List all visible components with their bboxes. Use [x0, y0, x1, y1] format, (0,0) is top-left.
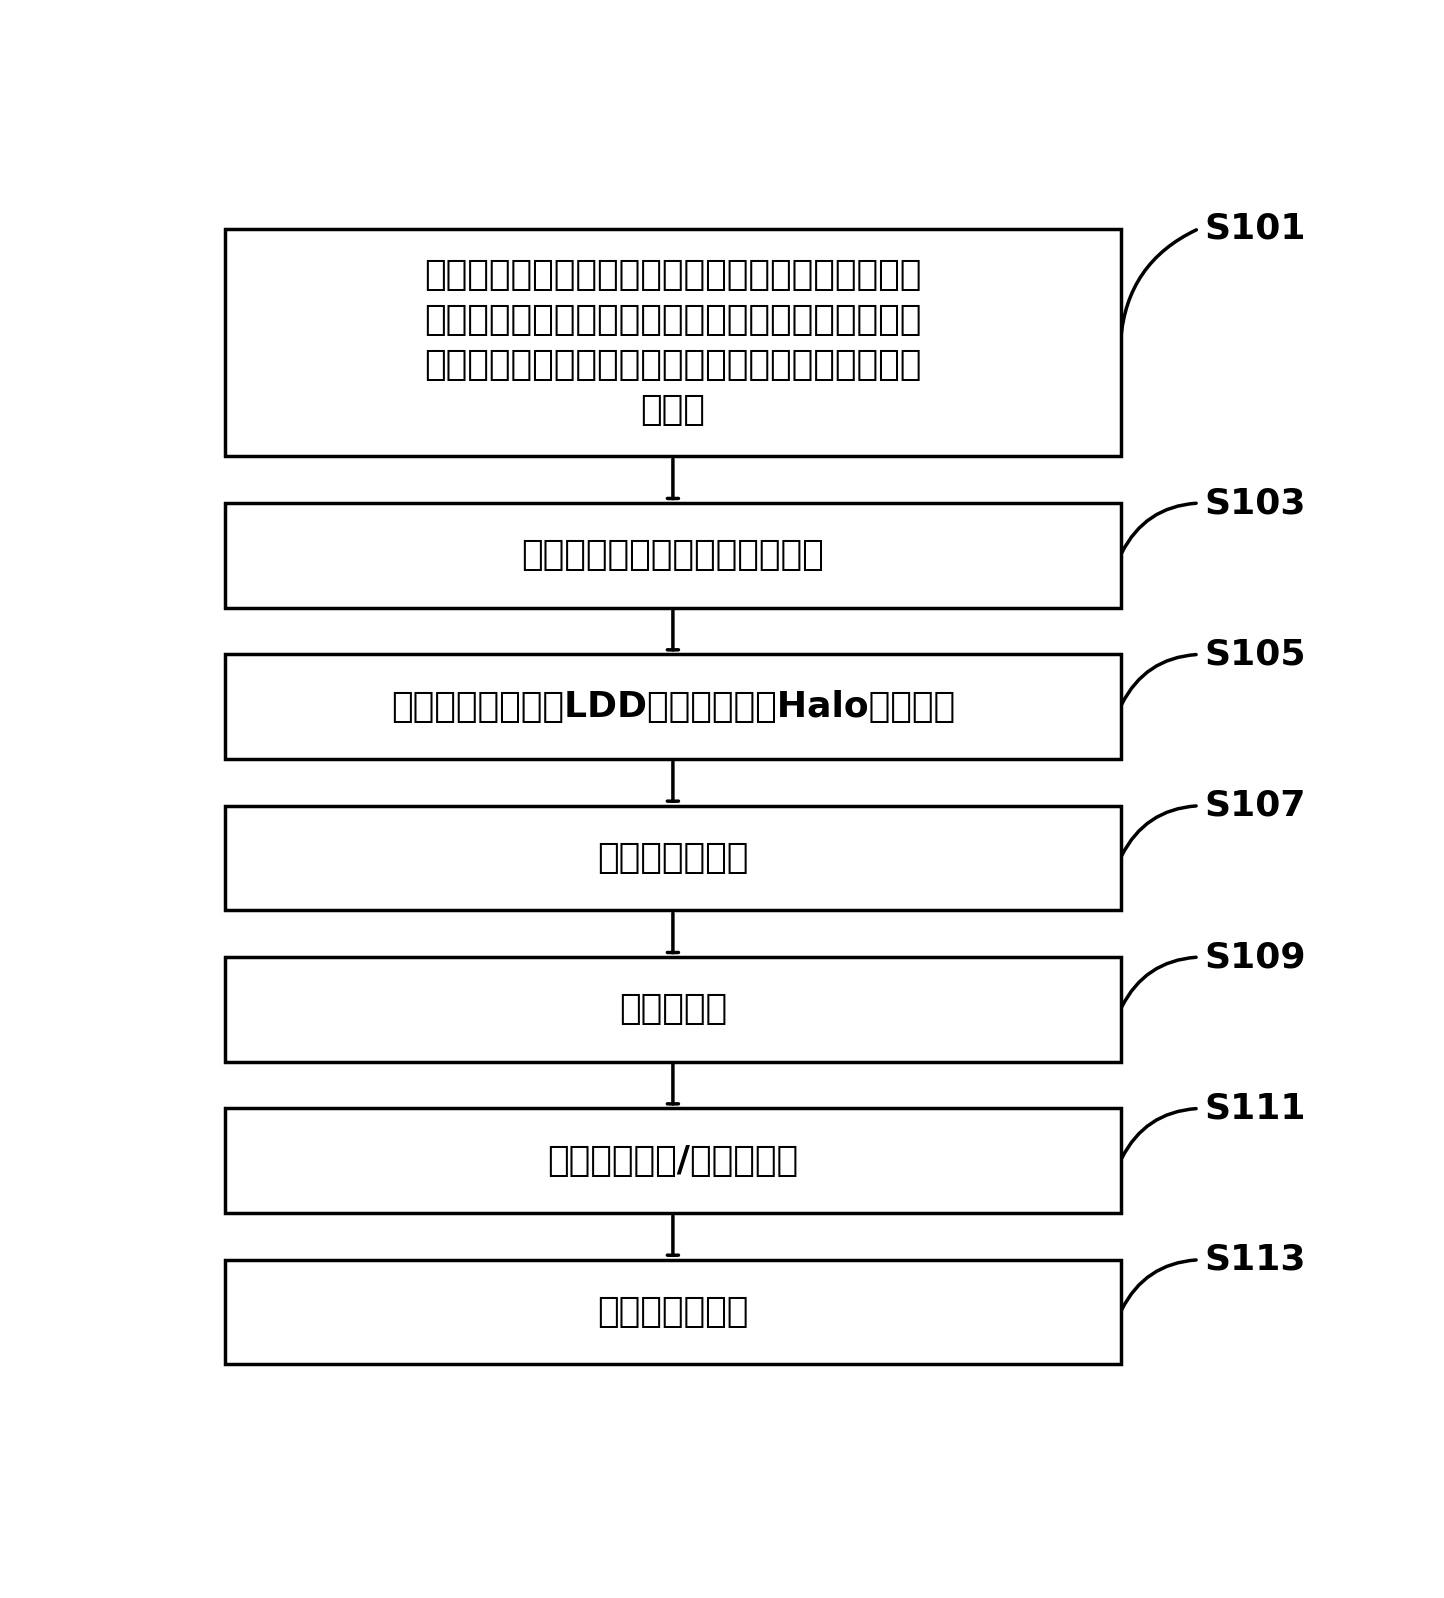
Text: S109: S109 — [1204, 940, 1307, 975]
Bar — [225, 1259, 1121, 1365]
Text: 进行第二退火；: 进行第二退火； — [598, 1294, 748, 1330]
Text: 提供半导体衬底，在半导体衬底内形成隔离结构，所
述隔离结构将半导体衬底分为不同的有源区，在所述
有源区内形成掺杂阱，在掺杂阱内进行调整阈值电压
注入；: 提供半导体衬底，在半导体衬底内形成隔离结构，所 述隔离结构将半导体衬底分为不同的… — [425, 259, 921, 427]
Bar — [225, 229, 1121, 457]
Bar — [225, 503, 1121, 607]
Text: S111: S111 — [1204, 1091, 1305, 1125]
Text: S101: S101 — [1204, 211, 1305, 246]
Text: S113: S113 — [1204, 1243, 1305, 1277]
Text: 进行低掺杂漏极（LDD）注入和晕环Halo）注入；: 进行低掺杂漏极（LDD）注入和晕环Halo）注入； — [391, 690, 954, 724]
Text: S103: S103 — [1204, 486, 1305, 519]
Bar — [225, 957, 1121, 1061]
Text: S105: S105 — [1204, 638, 1305, 671]
Bar — [225, 805, 1121, 911]
Text: 进行重掺杂源/漏极注入；: 进行重掺杂源/漏极注入； — [547, 1144, 799, 1178]
Text: 进行第一退火；: 进行第一退火； — [598, 841, 748, 876]
Text: S107: S107 — [1204, 789, 1305, 823]
Bar — [225, 655, 1121, 759]
Text: 形成侧墙；: 形成侧墙； — [619, 992, 726, 1026]
Bar — [225, 1109, 1121, 1213]
Text: 在半导体衬底上形成栅极结构；: 在半导体衬底上形成栅极结构； — [521, 539, 825, 572]
